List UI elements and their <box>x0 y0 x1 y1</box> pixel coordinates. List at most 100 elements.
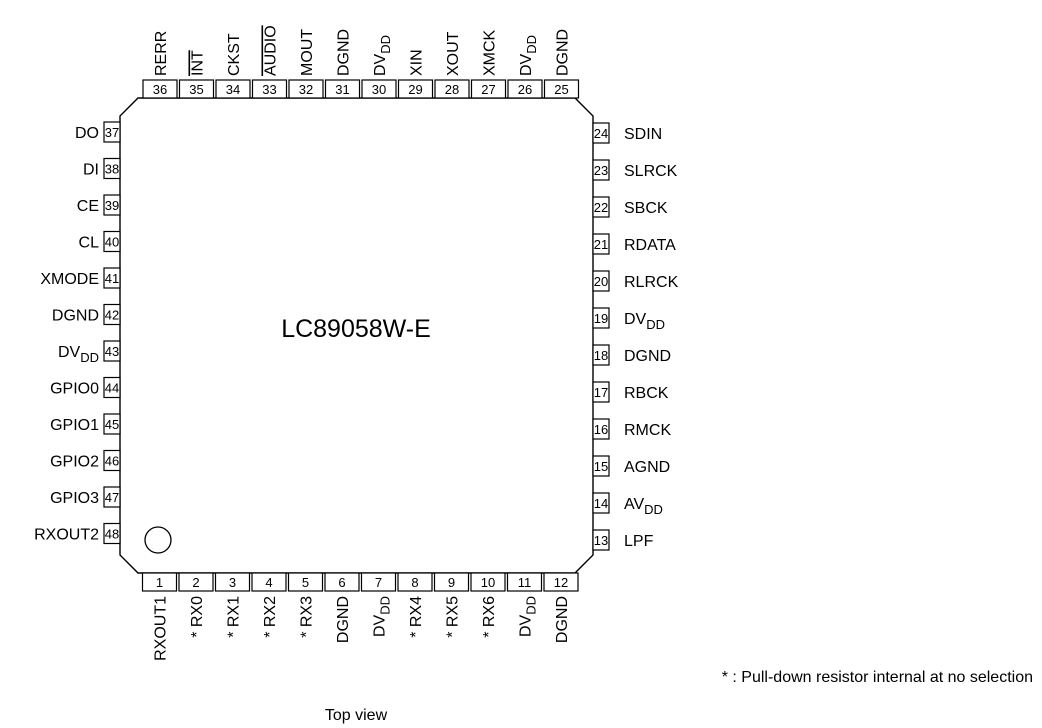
pin-1-label-rxout1: RXOUT1 <box>153 596 170 661</box>
pin-14-box <box>592 492 610 514</box>
pin-18-number: 18 <box>594 348 608 363</box>
pin-21-number: 21 <box>594 237 608 252</box>
pin-19-label-dv: DVDD <box>624 311 665 332</box>
pin-22-number: 22 <box>594 200 608 215</box>
footnote-pull-down: * : Pull-down resistor internal at no se… <box>722 669 1033 686</box>
pin-4-box <box>251 572 287 592</box>
pin-22-label-sbck: SBCK <box>624 200 668 217</box>
pin-3-label-rx1: * RX1 <box>226 596 243 638</box>
pin-19-number: 19 <box>594 311 608 326</box>
pin-26-number: 26 <box>518 82 532 97</box>
pin-41-box <box>103 267 121 289</box>
pin-26-box <box>507 79 543 99</box>
pin-47-box <box>103 486 121 508</box>
pin-45-label-gpio1: GPIO1 <box>50 417 99 434</box>
pin-13-number: 13 <box>594 533 608 548</box>
pin-13-box <box>592 529 610 551</box>
pin-27-label-xmck: XMCK <box>482 29 499 76</box>
pin-35-box <box>178 79 215 99</box>
pin-40-label-cl: CL <box>79 235 100 252</box>
pin-33-label-audio: AUDIO <box>263 25 280 76</box>
pin-46-box <box>103 449 121 472</box>
pin-44-label-gpio0: GPIO0 <box>50 381 99 398</box>
pin-7-number: 7 <box>375 575 382 590</box>
pin-4-number: 4 <box>265 575 272 590</box>
pin-14-number: 14 <box>594 496 608 511</box>
pin-16-number: 16 <box>594 422 608 437</box>
pin-20-label-rlrck: RLRCK <box>624 274 679 291</box>
pin-20-number: 20 <box>594 274 608 289</box>
pin-38-number: 38 <box>105 162 119 177</box>
pin-23-box <box>592 159 610 181</box>
pin-10-number: 10 <box>481 575 495 590</box>
pin-1-number: 1 <box>156 575 163 590</box>
pin-27-box <box>470 79 507 99</box>
pin-group: 1 RXOUT1 2 * RX0 3 * RX1 4 * RX2 5 * RX3 6 DGND 7 DVD… <box>34 25 678 661</box>
pin-31-number: 31 <box>335 82 349 97</box>
pin-32-number: 32 <box>299 82 313 97</box>
pin-42-label-dgnd: DGND <box>52 308 99 325</box>
pin-9-box <box>433 572 470 592</box>
pin-37-label-do: DO <box>75 125 99 142</box>
pin-21-box <box>592 233 610 255</box>
pin-34-label-ckst: CKST <box>226 33 243 76</box>
pin-24-number: 24 <box>594 126 608 141</box>
pin-4-label-rx2: * RX2 <box>262 596 279 638</box>
pin-6-number: 6 <box>338 575 345 590</box>
pin-17-number: 17 <box>594 385 608 400</box>
pin-33-box <box>251 79 288 99</box>
pin-30-label-dv: DVDD <box>372 35 393 76</box>
pin-28-box <box>434 79 470 99</box>
pin-25-box <box>543 79 580 99</box>
pin-8-number: 8 <box>411 575 418 590</box>
pin-28-label-xout: XOUT <box>445 31 462 76</box>
pin-20-box <box>592 270 610 292</box>
pin-46-label-gpio2: GPIO2 <box>50 454 99 471</box>
pin-44-box <box>103 376 121 399</box>
pin-29-label-xin: XIN <box>409 49 426 76</box>
pin-39-number: 39 <box>105 198 119 213</box>
pin-24-label-sdin: SDIN <box>624 126 662 143</box>
pin-36-number: 36 <box>153 82 167 97</box>
pin-31-label-dgnd: DGND <box>336 29 353 76</box>
pin-29-number: 29 <box>408 82 422 97</box>
pin-5-number: 5 <box>302 575 309 590</box>
pin-41-label-xmode: XMODE <box>40 271 99 288</box>
pin1-marker-circle <box>144 526 172 554</box>
pin-11-box <box>506 572 543 592</box>
pin-48-label-rxout2: RXOUT2 <box>34 527 99 544</box>
chip-part-number: LC89058W-E <box>281 315 431 343</box>
pin-23-label-slrck: SLRCK <box>624 163 678 180</box>
pin-37-box <box>103 121 121 143</box>
pin-1-box <box>141 572 178 592</box>
pin-38-label-di: DI <box>83 162 99 179</box>
pin-18-box <box>592 344 610 366</box>
pin-43-box <box>103 340 121 362</box>
pin-29-box <box>397 79 434 99</box>
pin-26-label-dv: DVDD <box>518 35 539 76</box>
pin-36-label-rerr: RERR <box>153 31 170 76</box>
pin-6-label-dgnd: DGND <box>335 596 352 643</box>
pin-32-box <box>288 79 324 99</box>
pin-15-box <box>592 455 610 477</box>
pin-36-box <box>142 79 178 99</box>
pin-35-number: 35 <box>189 82 203 97</box>
pin-48-box <box>103 522 121 545</box>
pin-2-box <box>178 572 214 592</box>
pin-34-box <box>215 79 251 99</box>
pin-42-box <box>103 303 121 326</box>
pin-11-label-dv: DVDD <box>518 596 539 637</box>
pin-48-number: 48 <box>105 527 119 542</box>
pin-9-label-rx5: * RX5 <box>445 596 462 638</box>
pin-15-number: 15 <box>594 459 608 474</box>
pin-11-number: 11 <box>518 575 532 590</box>
pin-6-box <box>324 572 360 592</box>
pin-47-label-gpio3: GPIO3 <box>50 490 99 507</box>
pin-16-label-rmck: RMCK <box>624 422 671 439</box>
pin-16-box <box>592 418 610 440</box>
pin-12-number: 12 <box>554 575 568 590</box>
pin-25-label-dgnd: DGND <box>555 29 572 76</box>
pin-27-number: 27 <box>481 82 495 97</box>
pin-10-label-rx6: * RX6 <box>481 596 498 638</box>
